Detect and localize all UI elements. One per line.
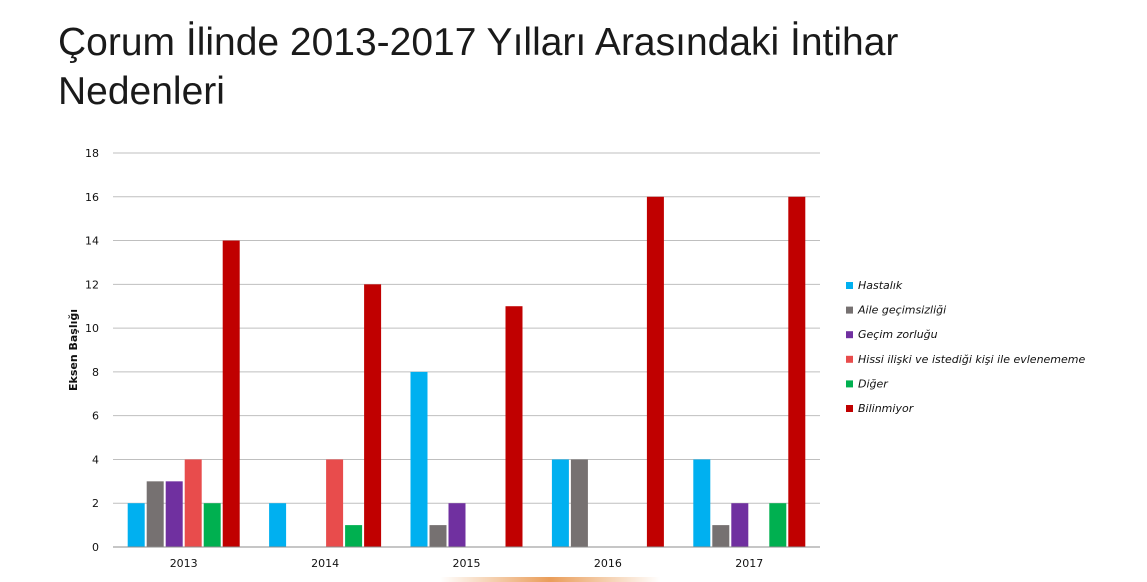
gridlines <box>113 152 820 548</box>
y-tick-label: 4 <box>92 453 99 466</box>
bar-2016-5 <box>646 196 664 547</box>
bar-2017-4 <box>769 503 787 547</box>
legend-label: Aile geçimsizliği <box>857 304 946 317</box>
bar-2014-3 <box>326 459 344 547</box>
y-tick-label: 18 <box>85 147 99 160</box>
bar-2013-0 <box>127 503 145 547</box>
bar-2013-5 <box>222 240 240 548</box>
legend-swatch <box>846 282 853 289</box>
bar-2013-3 <box>184 459 202 547</box>
y-tick-label: 12 <box>85 278 99 291</box>
y-tick-label: 0 <box>92 541 99 554</box>
bar-2015-5 <box>505 306 523 547</box>
x-tick-label: 2016 <box>594 557 622 570</box>
axes: 0 2 4 6 8 10 12 14 16 18 Eksen Başlığı 2013 2014 2015… <box>67 147 820 570</box>
slide-title: Çorum İlinde 2013-2017 Yılları Arasındak… <box>58 21 899 113</box>
decorative-accent-line <box>440 577 660 582</box>
y-tick-label: 6 <box>92 410 99 423</box>
legend-label: Hissi ilişki ve istediği kişi ile evlene… <box>858 353 1086 366</box>
legend: Hastalık Aile geçimsizliği Geçim zorluğu Hi… <box>846 279 1086 415</box>
bar-2015-0 <box>410 371 428 547</box>
bars <box>127 196 806 548</box>
legend-label: Hastalık <box>858 279 903 292</box>
legend-label: Diğer <box>858 377 889 390</box>
x-tick-label: 2013 <box>170 557 198 570</box>
legend-label: Geçim zorluğu <box>858 328 938 341</box>
bar-2017-2 <box>731 503 749 547</box>
bar-2016-1 <box>570 459 588 547</box>
legend-label: Bilinmiyor <box>858 402 915 415</box>
y-tick-label: 14 <box>85 235 99 248</box>
y-tick-label: 10 <box>85 322 99 335</box>
x-tick-label: 2017 <box>735 557 763 570</box>
bar-2017-5 <box>788 196 806 547</box>
bar-2014-0 <box>269 503 287 547</box>
bar-2016-0 <box>551 459 569 547</box>
x-tick-label: 2014 <box>311 557 339 570</box>
bar-2014-4 <box>345 525 363 547</box>
bar-2013-1 <box>146 481 164 547</box>
bar-2017-1 <box>712 525 730 547</box>
bar-2014-5 <box>364 284 382 547</box>
legend-swatch <box>846 380 853 388</box>
y-axis-title: Eksen Başlığı <box>67 309 80 391</box>
bar-2017-0 <box>693 459 711 547</box>
legend-swatch <box>846 355 853 363</box>
y-tick-label: 16 <box>85 191 99 204</box>
bar-2015-1 <box>429 525 447 547</box>
y-tick-label: 8 <box>92 366 99 379</box>
bar-2013-4 <box>203 503 221 547</box>
x-tick-label: 2015 <box>453 557 481 570</box>
bar-2015-2 <box>448 503 466 547</box>
y-tick-label: 2 <box>92 497 99 510</box>
legend-swatch <box>846 306 853 314</box>
bar-2013-2 <box>165 481 183 547</box>
legend-swatch <box>846 405 853 412</box>
legend-swatch <box>846 331 853 339</box>
